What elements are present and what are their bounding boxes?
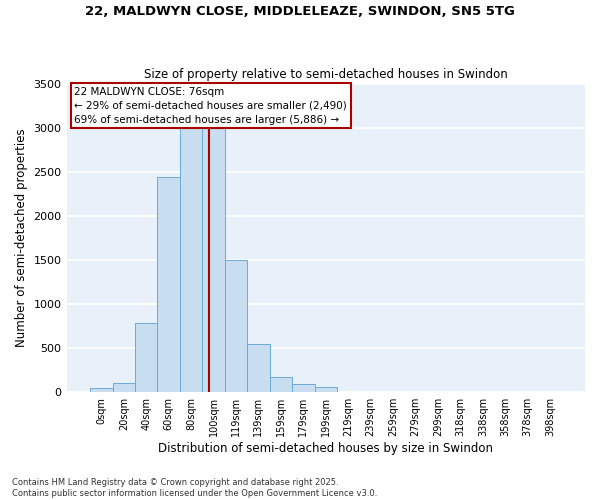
Y-axis label: Number of semi-detached properties: Number of semi-detached properties	[15, 128, 28, 347]
Bar	[225, 260, 247, 392]
Bar	[269, 377, 292, 392]
Bar	[202, 119, 225, 392]
Title: Size of property relative to semi-detached houses in Swindon: Size of property relative to semi-detach…	[144, 68, 508, 81]
Bar	[180, 110, 202, 392]
Bar	[135, 324, 157, 392]
Bar	[157, 177, 180, 392]
Bar	[314, 387, 337, 392]
Text: 22 MALDWYN CLOSE: 76sqm
← 29% of semi-detached houses are smaller (2,490)
69% of: 22 MALDWYN CLOSE: 76sqm ← 29% of semi-de…	[74, 86, 347, 124]
X-axis label: Distribution of semi-detached houses by size in Swindon: Distribution of semi-detached houses by …	[158, 442, 493, 455]
Bar	[247, 344, 269, 392]
Bar	[292, 384, 314, 392]
Bar	[113, 384, 135, 392]
Text: 22, MALDWYN CLOSE, MIDDLELEAZE, SWINDON, SN5 5TG: 22, MALDWYN CLOSE, MIDDLELEAZE, SWINDON,…	[85, 5, 515, 18]
Text: Contains HM Land Registry data © Crown copyright and database right 2025.
Contai: Contains HM Land Registry data © Crown c…	[12, 478, 377, 498]
Bar	[90, 388, 113, 392]
